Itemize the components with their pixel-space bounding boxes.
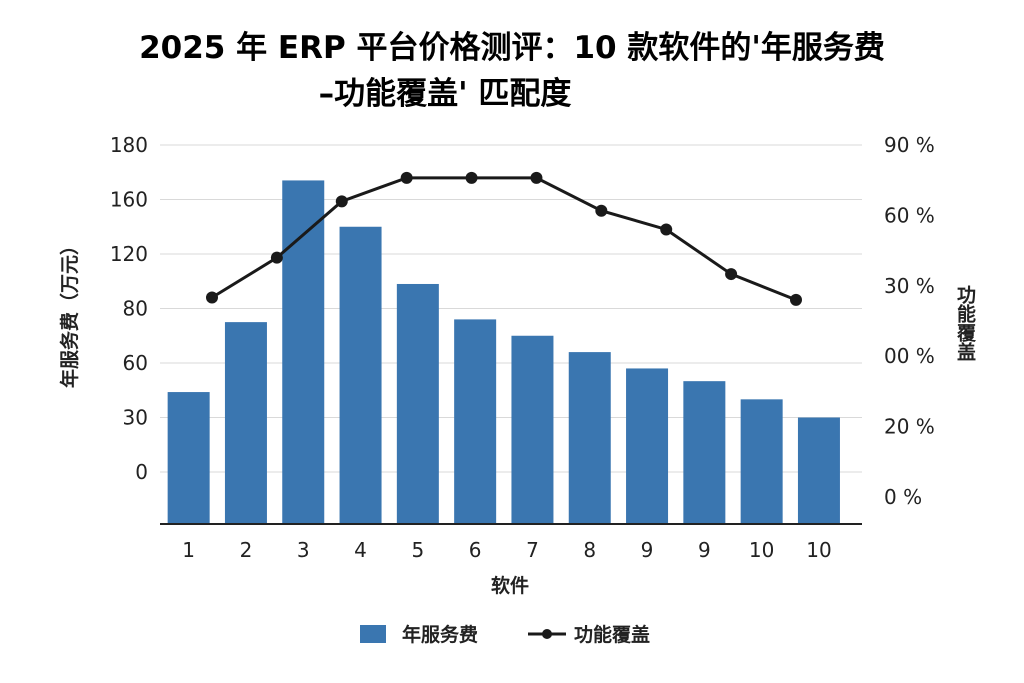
coverage-point <box>465 171 478 184</box>
coverage-point <box>595 204 608 217</box>
right-tick-label: 90 % <box>884 133 935 157</box>
right-tick-label: 00 % <box>884 344 935 368</box>
bars <box>167 180 840 525</box>
y-axis-left-label: 年服务费（万元） <box>58 236 81 388</box>
left-tick-label: 0 <box>135 460 148 484</box>
right-tick-label: 30 % <box>884 274 935 298</box>
left-tick-label: 180 <box>110 133 148 157</box>
left-tick-label: 120 <box>110 242 148 266</box>
x-axis-ticks: 1 2 3 4 5 6 7 8 9 9 10 10 <box>182 538 831 562</box>
bar <box>339 226 382 524</box>
x-axis-label: 软件 <box>491 574 529 597</box>
bar <box>454 319 497 524</box>
bar <box>167 392 210 524</box>
coverage-point <box>790 293 802 306</box>
bar <box>568 352 611 524</box>
bar <box>511 335 554 524</box>
chart-title-line2: –功能覆盖' 匹配度 <box>319 76 572 112</box>
left-tick-label: 30 <box>123 406 148 430</box>
bar <box>396 283 439 524</box>
left-tick-label: 80 <box>123 297 148 321</box>
x-tick-label: 9 <box>698 538 711 562</box>
left-tick-label: 160 <box>110 188 148 212</box>
bar <box>797 417 840 524</box>
x-tick-label: 1 <box>182 538 195 562</box>
x-tick-label: 9 <box>641 538 654 562</box>
right-tick-label: 60 % <box>884 203 935 227</box>
x-tick-label: 2 <box>240 538 253 562</box>
coverage-point <box>660 223 673 236</box>
bar <box>740 399 783 524</box>
bar <box>282 180 325 525</box>
coverage-line-path <box>211 176 797 302</box>
x-tick-label: 7 <box>526 538 539 562</box>
coverage-point <box>335 195 348 208</box>
x-tick-label: 10 <box>806 538 831 562</box>
x-tick-label: 6 <box>469 538 482 562</box>
legend-bar-label: 年服务费 <box>402 623 478 646</box>
bar <box>683 381 726 524</box>
coverage-point <box>530 171 543 184</box>
left-axis-ticks: 180 160 120 80 60 30 0 <box>110 133 148 484</box>
left-tick-label: 60 <box>123 351 148 375</box>
x-tick-label: 10 <box>749 538 774 562</box>
bar <box>626 368 669 524</box>
y-axis-right-label: 功能覆盖 <box>954 285 977 361</box>
legend: 年服务费 功能覆盖 <box>360 623 650 646</box>
coverage-point <box>725 268 738 281</box>
coverage-point <box>270 251 283 264</box>
coverage-line <box>206 171 802 306</box>
chart-title-line1: 2025 年 ERP 平台价格测评：10 款软件的'年服务费 <box>139 30 885 66</box>
coverage-point <box>400 171 413 184</box>
right-axis-ticks: 90 % 60 % 30 % 00 % 20 % 0 % <box>884 133 935 509</box>
x-tick-label: 5 <box>411 538 424 562</box>
coverage-point <box>206 291 218 304</box>
bar <box>224 322 267 524</box>
right-tick-label: 0 % <box>884 485 922 509</box>
legend-line-label: 功能覆盖 <box>574 623 650 646</box>
x-tick-label: 3 <box>297 538 310 562</box>
x-tick-label: 4 <box>354 538 367 562</box>
legend-bar-swatch <box>360 625 386 643</box>
legend-line-marker <box>542 629 552 639</box>
right-tick-label: 20 % <box>884 415 935 439</box>
x-tick-label: 8 <box>583 538 596 562</box>
